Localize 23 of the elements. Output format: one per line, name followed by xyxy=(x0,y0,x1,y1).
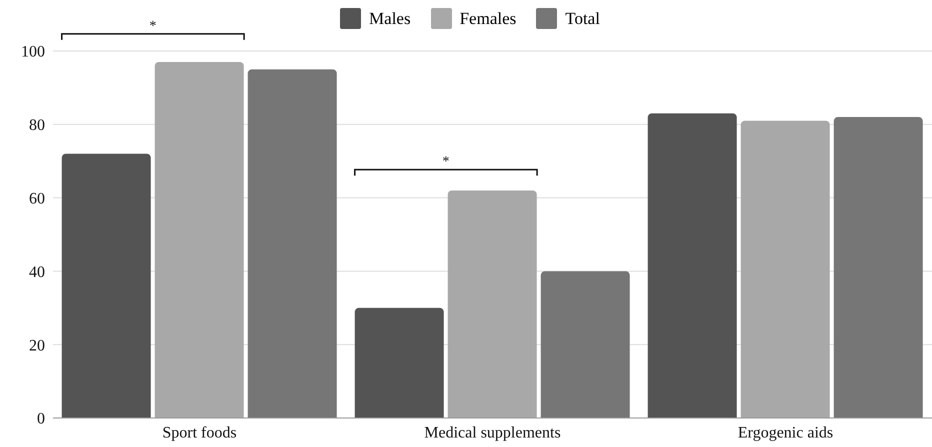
bar xyxy=(540,271,630,418)
bar xyxy=(354,308,444,418)
legend-label: Females xyxy=(458,8,516,29)
bar xyxy=(648,113,737,418)
x-tick-label: Sport foods xyxy=(162,424,237,442)
bar xyxy=(448,190,537,418)
y-tick-label: 0 xyxy=(37,410,45,428)
bar xyxy=(740,120,830,418)
x-tick-label: Medical supplements xyxy=(424,424,561,442)
y-tick-label: 60 xyxy=(29,190,45,208)
y-tick-label: 40 xyxy=(29,264,45,281)
y-tick-label: 20 xyxy=(29,337,45,354)
y-tick-label: 100 xyxy=(21,44,45,61)
legend-label: Total xyxy=(564,8,600,29)
y-tick-label: 80 xyxy=(29,117,45,134)
bar xyxy=(62,154,151,418)
bar xyxy=(834,117,923,418)
text: * xyxy=(149,18,156,34)
bar xyxy=(248,69,337,418)
bar xyxy=(154,62,244,418)
annotation: * xyxy=(442,154,450,170)
x-tick-label: Ergogenic aids xyxy=(738,424,834,442)
legend-label: Males xyxy=(368,8,411,29)
